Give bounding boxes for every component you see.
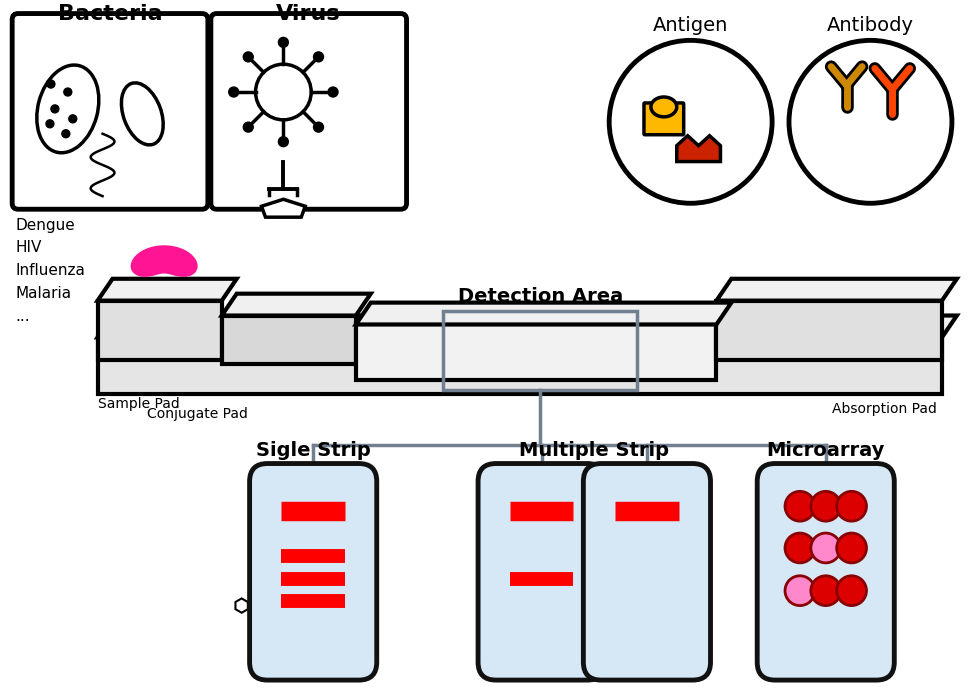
Circle shape: [68, 115, 77, 123]
Polygon shape: [716, 279, 956, 301]
Text: HIV: HIV: [16, 240, 42, 256]
Text: Antibody: Antibody: [827, 17, 913, 35]
Circle shape: [836, 491, 867, 521]
Text: Microarray: Microarray: [767, 441, 885, 459]
Ellipse shape: [651, 97, 677, 117]
Circle shape: [836, 533, 867, 563]
Circle shape: [314, 122, 323, 132]
Ellipse shape: [121, 83, 163, 145]
Circle shape: [328, 87, 338, 97]
Circle shape: [811, 576, 840, 606]
Text: Dengue: Dengue: [16, 218, 75, 233]
Circle shape: [278, 137, 288, 147]
Polygon shape: [256, 562, 269, 577]
Polygon shape: [356, 324, 716, 380]
Circle shape: [811, 491, 840, 521]
FancyBboxPatch shape: [12, 14, 208, 209]
Polygon shape: [319, 599, 331, 613]
Text: ...: ...: [16, 309, 29, 324]
Circle shape: [785, 576, 815, 606]
Polygon shape: [356, 303, 732, 324]
FancyBboxPatch shape: [757, 464, 894, 680]
Text: Sample Pad: Sample Pad: [98, 397, 180, 411]
FancyBboxPatch shape: [644, 103, 684, 134]
Circle shape: [229, 87, 238, 97]
Circle shape: [811, 533, 840, 563]
FancyBboxPatch shape: [249, 464, 377, 680]
Circle shape: [789, 40, 952, 203]
Circle shape: [243, 122, 253, 132]
Circle shape: [47, 80, 55, 88]
Circle shape: [62, 130, 69, 138]
Polygon shape: [98, 301, 222, 360]
Polygon shape: [677, 136, 720, 161]
Polygon shape: [98, 279, 236, 301]
Circle shape: [64, 88, 71, 96]
Text: Antigen: Antigen: [653, 17, 728, 35]
Bar: [444, 310, 637, 390]
Text: Influenza: Influenza: [16, 263, 85, 279]
Text: Conjugate Pad: Conjugate Pad: [148, 407, 248, 421]
Circle shape: [46, 120, 54, 128]
FancyBboxPatch shape: [478, 464, 605, 680]
Text: Sigle Strip: Sigle Strip: [256, 441, 370, 459]
Circle shape: [836, 576, 867, 606]
Polygon shape: [222, 315, 356, 365]
Polygon shape: [298, 635, 311, 649]
Polygon shape: [256, 635, 269, 649]
Circle shape: [278, 37, 288, 47]
Text: Absorption Pad: Absorption Pad: [832, 402, 937, 416]
Text: Bacteria: Bacteria: [58, 4, 162, 24]
Polygon shape: [262, 200, 305, 217]
Polygon shape: [298, 562, 311, 577]
Circle shape: [785, 533, 815, 563]
FancyBboxPatch shape: [211, 14, 406, 209]
Polygon shape: [131, 246, 197, 276]
Circle shape: [314, 52, 323, 62]
Polygon shape: [235, 599, 248, 613]
FancyBboxPatch shape: [583, 464, 710, 680]
Polygon shape: [222, 294, 371, 315]
Ellipse shape: [37, 65, 99, 152]
Circle shape: [243, 52, 253, 62]
Text: Detection Area: Detection Area: [457, 287, 622, 306]
Circle shape: [785, 491, 815, 521]
Circle shape: [51, 105, 59, 113]
Polygon shape: [98, 315, 956, 337]
Polygon shape: [716, 301, 942, 360]
Polygon shape: [98, 337, 942, 394]
Circle shape: [256, 64, 312, 120]
Text: Malaria: Malaria: [16, 286, 71, 301]
Text: Virus: Virus: [276, 4, 341, 24]
Text: Multiple Strip: Multiple Strip: [520, 441, 669, 459]
Circle shape: [610, 40, 772, 203]
